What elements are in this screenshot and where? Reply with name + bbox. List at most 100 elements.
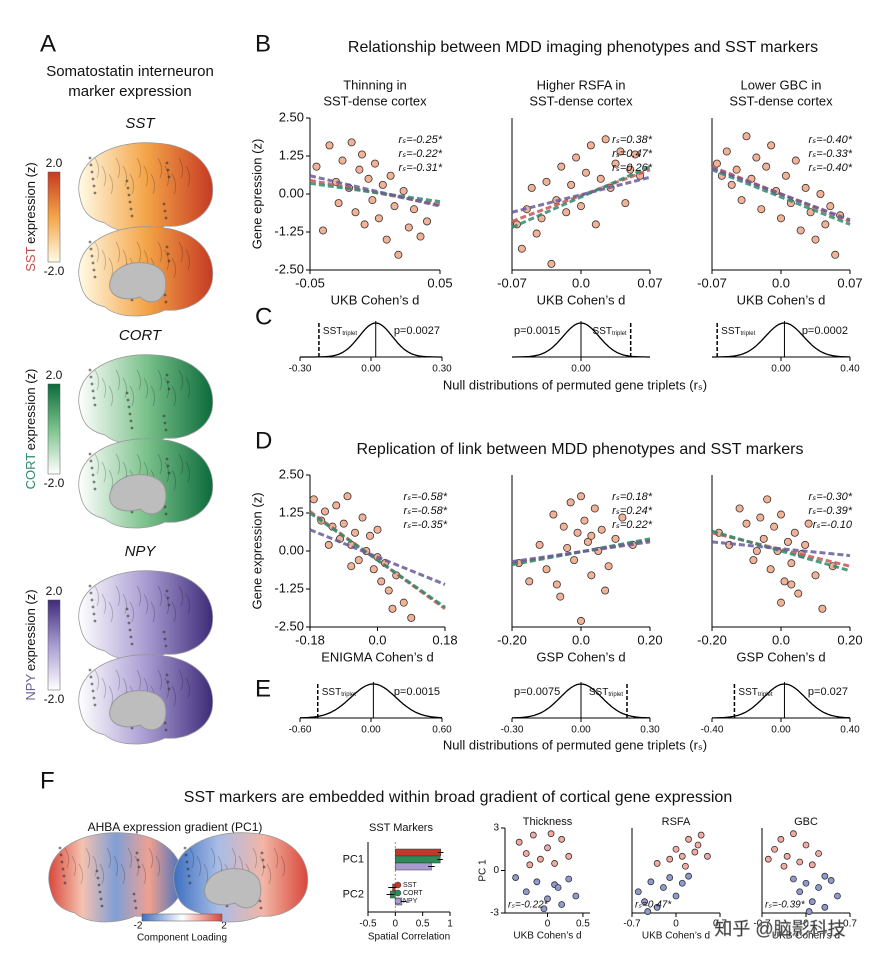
- point: [559, 522, 568, 531]
- annotation: rₛ=-0.22*: [398, 148, 442, 160]
- point: [763, 495, 772, 504]
- sample-dot: [96, 876, 100, 880]
- sample-dot: [162, 414, 166, 418]
- sulcus: [94, 453, 100, 475]
- point: [373, 525, 382, 534]
- observed-label: SST: [322, 687, 341, 698]
- sample-dot: [167, 387, 171, 391]
- sample-dot: [91, 261, 95, 265]
- sample-dot: [134, 906, 138, 910]
- point: [583, 537, 592, 546]
- sample-dot: [93, 487, 97, 491]
- bar: [395, 855, 441, 864]
- sample-dot: [128, 628, 132, 632]
- point: [581, 168, 590, 177]
- point: [796, 226, 805, 235]
- x-tick-label: -0.60: [289, 725, 312, 736]
- sample-dot: [91, 689, 95, 693]
- point: [762, 162, 771, 171]
- observed-subscript: triplet: [341, 692, 356, 698]
- sample-dot: [132, 892, 136, 896]
- point: [805, 908, 813, 915]
- observed-label: SSTtriplet: [721, 326, 755, 337]
- point: [777, 835, 785, 843]
- legend-swatch: [394, 881, 402, 889]
- observed-label: SST: [721, 326, 740, 337]
- sulcus: [157, 369, 163, 391]
- y-tick-label: -1.25: [274, 223, 304, 238]
- point: [653, 860, 661, 867]
- annotation: rₛ=0.47*: [612, 148, 653, 160]
- point: [777, 598, 786, 607]
- sample-dot: [165, 161, 169, 165]
- point: [682, 862, 689, 870]
- sulcus: [280, 855, 286, 877]
- x-tick-label: -0.18: [295, 632, 325, 647]
- point: [796, 858, 804, 866]
- point: [325, 141, 334, 150]
- sample-dot: [58, 846, 62, 850]
- chart-title: SST Markers: [369, 822, 433, 834]
- sample-dot: [125, 179, 129, 183]
- annotation: rₛ=-0.10: [813, 519, 853, 531]
- legend-label: SST: [403, 882, 417, 889]
- medial-wall: [109, 262, 167, 303]
- medial-wall: [204, 868, 262, 909]
- point: [618, 513, 627, 522]
- sample-dot: [167, 471, 171, 475]
- sulcus: [101, 461, 107, 483]
- chart-title: Higher RSFA in: [537, 77, 626, 92]
- point: [409, 205, 418, 214]
- point: [821, 220, 830, 229]
- sample-dot: [97, 883, 101, 887]
- sample-dot: [130, 642, 134, 646]
- point: [360, 220, 369, 229]
- point: [815, 850, 822, 857]
- sample-dot: [90, 598, 94, 602]
- legend-swatch: [394, 897, 402, 905]
- sample-dot: [164, 300, 168, 304]
- sulcus: [185, 249, 191, 271]
- annotation: rₛ=0.24*: [612, 505, 653, 517]
- sulcus: [210, 847, 216, 869]
- fit-line: [711, 529, 851, 573]
- sulcus: [129, 385, 135, 407]
- sample-dot: [60, 860, 64, 864]
- sample-dot: [126, 186, 130, 190]
- annotation: rₛ=-0.40*: [808, 134, 852, 146]
- marker-name: NPY: [125, 543, 157, 560]
- x-tick-label: 0.20: [637, 632, 662, 647]
- fit-line: [511, 537, 651, 567]
- sample-dot: [88, 668, 92, 672]
- point: [416, 232, 425, 241]
- sulcus: [171, 173, 177, 195]
- point: [517, 244, 526, 253]
- sample-dot: [61, 867, 65, 871]
- x-tick-label: -0.20: [697, 632, 727, 647]
- point: [616, 147, 625, 156]
- x-tick-label: 0: [673, 919, 679, 930]
- sulcus: [150, 173, 156, 195]
- fit-line: [711, 168, 851, 226]
- point: [368, 196, 377, 205]
- sample-dot: [261, 858, 265, 862]
- brain: [78, 570, 214, 661]
- marker-name: SST: [23, 246, 38, 271]
- point: [338, 156, 347, 165]
- point: [374, 214, 383, 223]
- sample-dot: [62, 874, 66, 878]
- sample-dot: [92, 184, 96, 188]
- fit-line: [711, 540, 851, 558]
- sulcus: [157, 585, 163, 607]
- medial-wall: [109, 474, 167, 515]
- point: [358, 513, 367, 522]
- sulcus: [115, 669, 121, 691]
- point: [790, 528, 799, 537]
- point: [515, 838, 523, 846]
- sample-dot: [260, 851, 264, 855]
- sulcus: [178, 453, 184, 475]
- sample-dot: [88, 240, 92, 244]
- sample-dot: [98, 890, 102, 894]
- sample-dot: [133, 899, 137, 903]
